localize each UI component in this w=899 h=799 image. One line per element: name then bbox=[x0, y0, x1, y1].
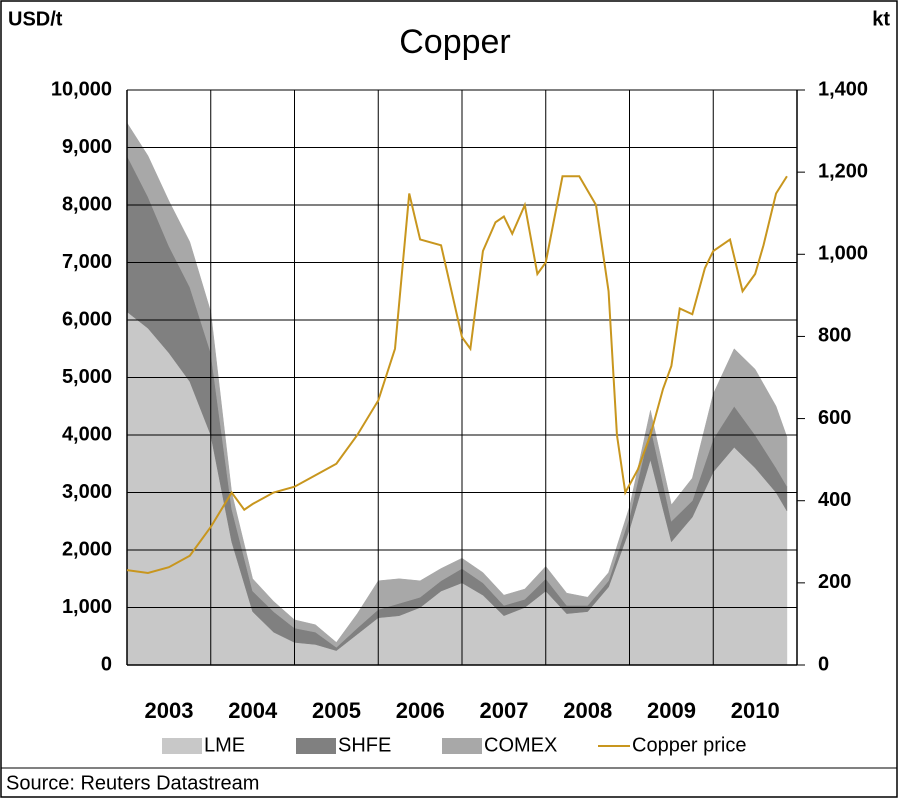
y2-tick-label: 1,000 bbox=[818, 243, 868, 265]
y2-tick-label: 800 bbox=[818, 325, 851, 347]
y-tick-label: 9,000 bbox=[62, 136, 112, 158]
x-tick-label: 2006 bbox=[396, 698, 445, 723]
legend-label: LME bbox=[204, 734, 245, 756]
y2-tick-label: 400 bbox=[818, 489, 851, 511]
area-comex bbox=[126, 121, 788, 648]
lines bbox=[126, 175, 788, 575]
legend-label: COMEX bbox=[484, 734, 557, 756]
x-tick-label: 2007 bbox=[480, 698, 529, 723]
x-tick-label: 2010 bbox=[731, 698, 780, 723]
y2-axis-label: kt bbox=[872, 8, 890, 30]
y-tick-label: 3,000 bbox=[62, 481, 112, 503]
y-tick-label: 10,000 bbox=[51, 78, 112, 100]
y2-tick-label: 1,200 bbox=[818, 160, 868, 182]
y-tick-label: 1,000 bbox=[62, 596, 112, 618]
y2-tick-label: 1,400 bbox=[818, 78, 868, 100]
x-tick-label: 2005 bbox=[312, 698, 361, 723]
legend-swatch bbox=[296, 738, 336, 754]
source-note: Source: Reuters Datastream bbox=[6, 772, 259, 794]
y-tick-label: 2,000 bbox=[62, 538, 112, 560]
x-tick-label: 2008 bbox=[563, 698, 612, 723]
legend-label: SHFE bbox=[338, 734, 391, 756]
price-line bbox=[126, 175, 788, 575]
chart-title: Copper bbox=[399, 23, 511, 61]
legend-label: Copper price bbox=[632, 734, 747, 756]
areas bbox=[126, 121, 788, 666]
y2-tick-label: 200 bbox=[818, 571, 851, 593]
x-tick-label: 2003 bbox=[145, 698, 194, 723]
y-tick-label: 7,000 bbox=[62, 251, 112, 273]
y-tick-label: 4,000 bbox=[62, 423, 112, 445]
y-axis-label: USD/t bbox=[8, 8, 63, 30]
legend-swatch bbox=[162, 738, 202, 754]
legend-swatch bbox=[442, 738, 482, 754]
x-tick-label: 2004 bbox=[228, 698, 278, 723]
y2-tick-label: 0 bbox=[818, 653, 829, 675]
grid bbox=[126, 89, 798, 666]
y2-tick-label: 600 bbox=[818, 407, 851, 429]
y-tick-label: 0 bbox=[101, 653, 112, 675]
y-tick-label: 5,000 bbox=[62, 366, 112, 388]
y-tick-label: 6,000 bbox=[62, 308, 112, 330]
x-tick-label: 2009 bbox=[647, 698, 696, 723]
y-tick-label: 8,000 bbox=[62, 193, 112, 215]
